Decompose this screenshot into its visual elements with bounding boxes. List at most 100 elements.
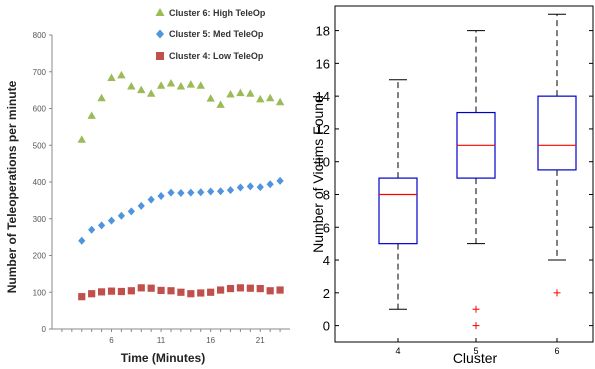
boxplot-y-tick-label: 10	[316, 155, 330, 170]
scatter-point-diamond	[276, 176, 284, 185]
scatter-x-ticks: 6 11 16 21	[61, 329, 281, 345]
scatter-point-square	[107, 287, 116, 295]
teleop-scatter-chart: 0 100 200 300 400 500 600 700 800 6 11 16 21 Cluste…	[5, 8, 290, 365]
boxplot-y-tick-label: 0	[323, 319, 330, 334]
scatter-point-triangle	[146, 89, 156, 97]
scatter-x-axis-label: Time (Minutes)	[121, 351, 205, 365]
boxplot-box	[537, 95, 577, 171]
scatter-point-triangle	[156, 81, 166, 89]
boxplot-outlier-marker	[472, 305, 480, 313]
boxplot-x-axis-label: Cluster	[453, 350, 498, 366]
scatter-point-square	[127, 287, 135, 295]
boxplot-x-tick-label: 5	[473, 346, 478, 356]
scatter-point-square	[147, 284, 155, 292]
scatter-point-diamond	[236, 183, 245, 192]
scatter-point-square	[216, 286, 225, 294]
scatter-y-tick-label: 500	[33, 141, 47, 150]
scatter-y-tick-label: 200	[33, 252, 47, 261]
scatter-y-tick-label: 400	[33, 178, 47, 187]
boxplot-box	[378, 177, 418, 245]
scatter-point-square	[78, 293, 86, 301]
scatter-legend: Cluster 6: High TeleOp Cluster 5: Med Tel…	[155, 8, 266, 61]
boxplot-frame	[334, 5, 594, 343]
scatter-x-tick-label: 11	[157, 336, 166, 345]
scatter-point-triangle	[206, 94, 215, 102]
scatter-point-square	[177, 288, 185, 296]
scatter-point-diamond	[88, 225, 96, 234]
scatter-point-triangle	[176, 81, 186, 90]
scatter-point-square	[207, 288, 215, 296]
boxplot-outlier-marker	[472, 322, 480, 330]
scatter-y-tick-label: 0	[42, 325, 47, 334]
scatter-point-triangle	[137, 85, 146, 94]
scatter-y-axis-label: Number of Teleoperations per minute	[5, 80, 19, 293]
scatter-point-triangle	[226, 90, 235, 98]
legend-marker-triangle	[155, 8, 165, 16]
scatter-point-square	[236, 284, 245, 292]
boxplot-x-tick-label: 4	[395, 346, 400, 356]
scatter-y-tick-label: 600	[33, 105, 47, 114]
scatter-points	[77, 70, 285, 301]
boxplot-boxes	[378, 13, 577, 330]
scatter-point-triangle	[77, 135, 86, 143]
scatter-point-triangle	[107, 73, 116, 81]
scatter-point-diamond	[157, 191, 165, 200]
scatter-point-diamond	[216, 187, 225, 196]
victims-boxplot-chart: 0 2 4 6 8 10 12 14 16 18 4 5 6 Number of Victims Fo…	[310, 5, 594, 366]
scatter-point-triangle	[246, 89, 255, 97]
scatter-point-square	[266, 287, 274, 295]
scatter-point-triangle	[186, 80, 196, 88]
scatter-point-diamond	[167, 188, 175, 197]
boxplot-y-tick-label: 2	[323, 286, 330, 301]
scatter-y-tick-label: 100	[33, 288, 47, 297]
scatter-y-tick-label: 700	[33, 68, 47, 77]
boxplot-y-tick-label: 12	[316, 122, 330, 137]
scatter-point-diamond	[107, 216, 116, 225]
boxplot-outlier-marker	[553, 289, 561, 297]
scatter-point-diamond	[177, 189, 185, 198]
boxplot-y-axis-label: Number of Victims Found	[310, 95, 326, 253]
scatter-point-diamond	[197, 188, 205, 197]
scatter-point-square	[276, 286, 284, 294]
legend-marker-diamond	[156, 29, 164, 39]
scatter-point-square	[246, 284, 254, 292]
scatter-point-square	[187, 290, 195, 298]
boxplot-y-tick-label: 14	[316, 89, 330, 104]
scatter-y-ticks: 0 100 200 300 400 500 600 700 800	[33, 31, 52, 334]
scatter-point-triangle	[265, 93, 275, 102]
legend-entry-label: Cluster 5: Med TeleOp	[169, 29, 264, 39]
scatter-point-triangle	[117, 70, 126, 79]
scatter-point-triangle	[127, 81, 136, 90]
scatter-point-square	[197, 289, 205, 297]
scatter-point-diamond	[246, 182, 254, 191]
scatter-x-tick-label: 21	[256, 336, 265, 345]
scatter-point-diamond	[127, 207, 135, 216]
scatter-point-diamond	[187, 188, 195, 197]
scatter-point-square	[137, 284, 145, 292]
scatter-point-triangle	[216, 100, 225, 108]
legend-entry-label: Cluster 6: High TeleOp	[169, 8, 266, 18]
scatter-point-triangle	[97, 93, 106, 102]
boxplot-y-tick-label: 4	[323, 253, 330, 268]
scatter-point-diamond	[207, 187, 215, 196]
scatter-point-square	[117, 287, 126, 296]
boxplot-y-ticks: 0 2 4 6 8 10 12 14 16 18	[316, 24, 593, 334]
scatter-point-square	[226, 284, 235, 293]
legend-marker-square	[156, 52, 164, 60]
scatter-point-square	[256, 284, 264, 293]
scatter-y-tick-label: 300	[33, 215, 47, 224]
scatter-point-diamond	[226, 186, 235, 195]
boxplot-y-tick-label: 8	[323, 187, 330, 202]
scatter-x-tick-label: 6	[109, 336, 114, 345]
scatter-point-diamond	[117, 211, 126, 220]
scatter-point-square	[88, 290, 96, 298]
scatter-point-square	[97, 288, 106, 296]
scatter-x-tick-label: 16	[206, 336, 215, 345]
scatter-point-triangle	[196, 81, 205, 89]
scatter-point-triangle	[256, 94, 265, 103]
boxplot-x-ticks: 4 5 6	[395, 338, 560, 356]
scatter-point-triangle	[236, 88, 245, 97]
scatter-y-tick-label: 800	[33, 31, 47, 40]
